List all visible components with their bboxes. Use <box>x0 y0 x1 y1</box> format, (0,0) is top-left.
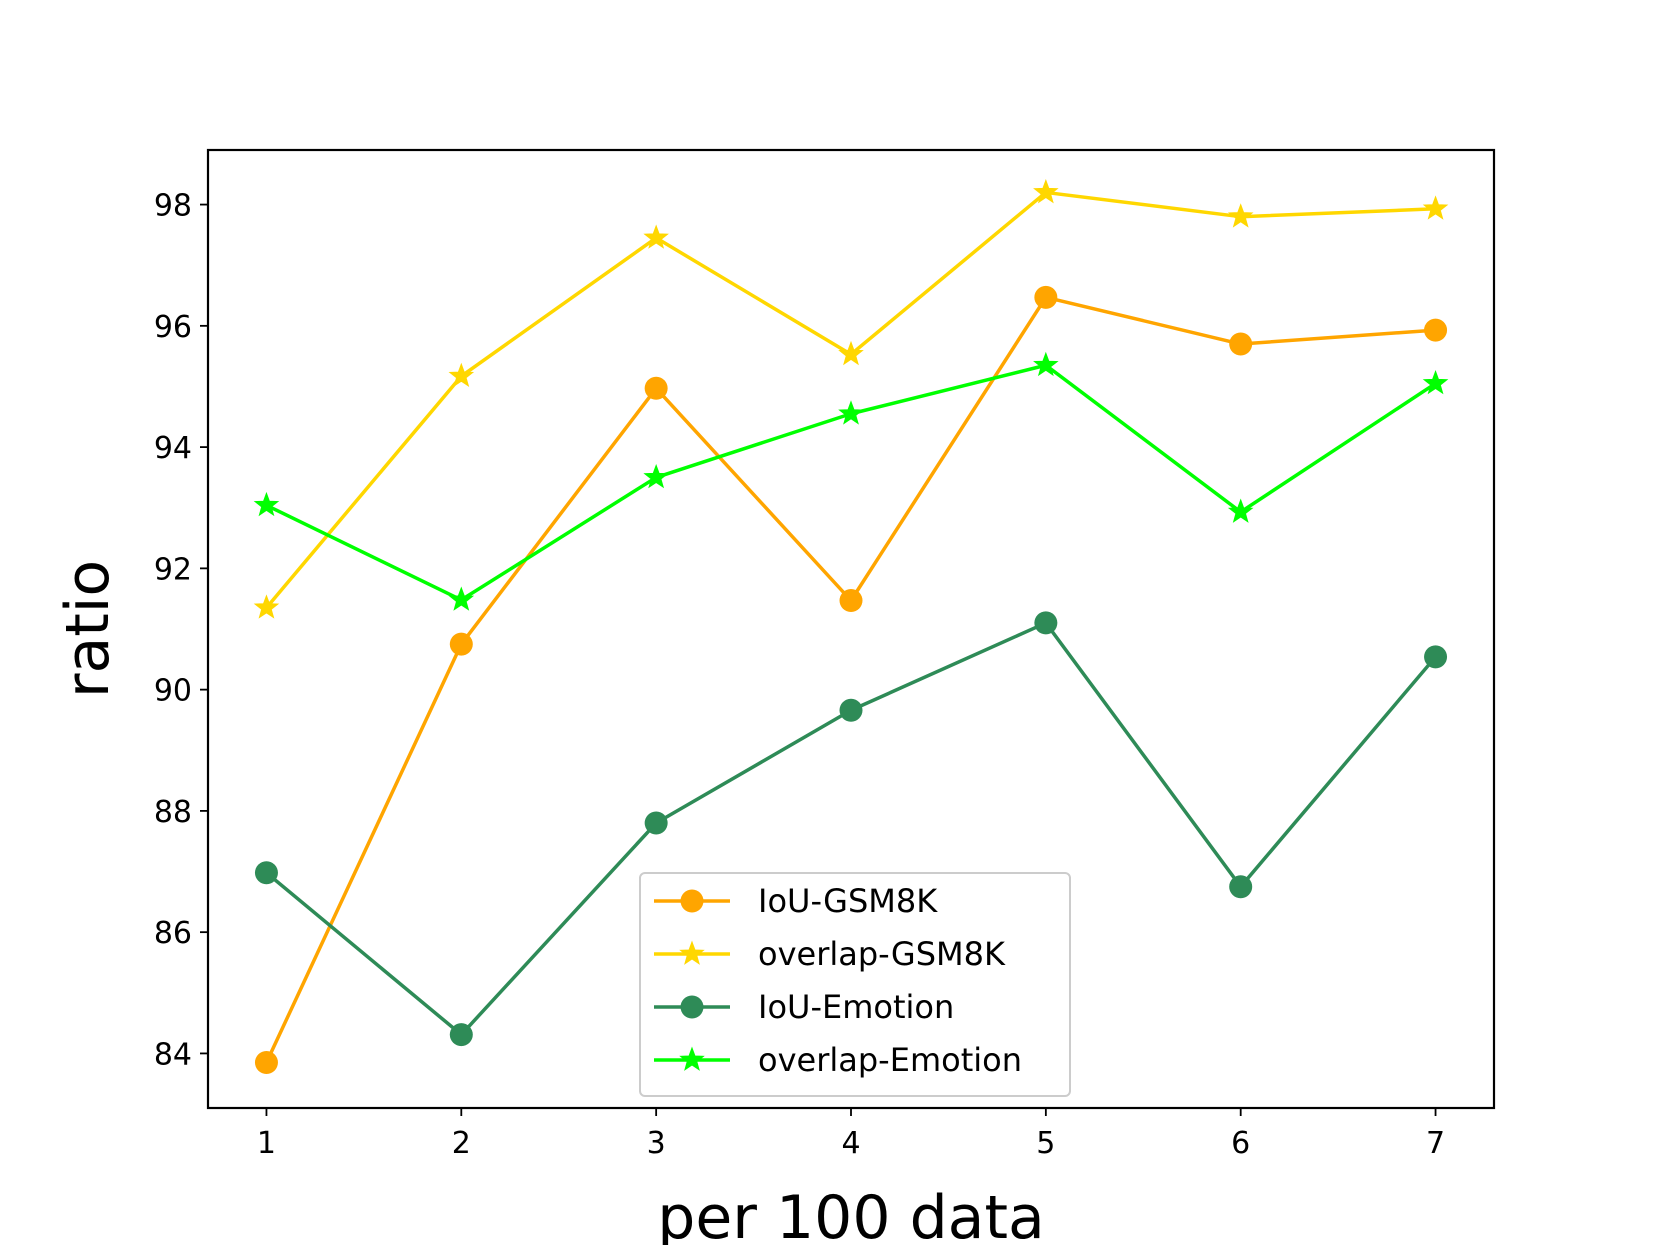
data-point-iou-emotion <box>254 861 278 885</box>
data-point-iou-emotion <box>449 1023 473 1047</box>
x-tick-label: 1 <box>257 1126 276 1161</box>
data-point-iou-emotion <box>839 698 863 722</box>
legend-label: IoU-GSM8K <box>758 882 938 920</box>
data-point-overlap-gsm8k <box>643 224 669 249</box>
data-point-iou-emotion <box>1229 875 1253 899</box>
x-axis-title: per 100 data <box>657 1183 1044 1245</box>
x-tick-label: 7 <box>1426 1126 1445 1161</box>
legend: IoU-GSM8K overlap-GSM8K IoU-Emotion overlap… <box>639 872 1071 1097</box>
data-point-iou-gsm8k <box>1229 332 1253 356</box>
data-point-overlap-gsm8k <box>253 594 280 619</box>
data-point-overlap-gsm8k <box>448 362 475 388</box>
data-point-overlap-emotion <box>838 400 864 425</box>
plot-frame <box>206 148 1496 1110</box>
y-tick-label: 90 <box>154 674 192 709</box>
x-tick-label: 3 <box>647 1126 666 1161</box>
legend-marker <box>680 889 704 913</box>
data-point-iou-emotion <box>1424 645 1448 669</box>
data-point-overlap-gsm8k <box>838 340 864 366</box>
legend-label: overlap-Emotion <box>758 1041 1022 1079</box>
data-point-overlap-emotion <box>448 586 475 611</box>
data-point-overlap-emotion <box>643 463 669 489</box>
data-point-overlap-emotion <box>1422 369 1449 395</box>
y-tick-label: 84 <box>154 1037 192 1072</box>
x-tick-label: 2 <box>452 1126 471 1161</box>
data-point-overlap-emotion <box>253 491 280 517</box>
series-iou-emotion <box>254 611 1448 1047</box>
data-point-iou-gsm8k <box>449 632 473 656</box>
data-point-iou-gsm8k <box>644 376 668 400</box>
data-point-iou-gsm8k <box>839 589 863 613</box>
data-point-iou-gsm8k <box>254 1051 278 1075</box>
y-axis-title: ratio <box>53 560 123 698</box>
series-overlap-gsm8k <box>253 178 1449 619</box>
data-point-overlap-emotion <box>1033 351 1059 377</box>
series-overlap-emotion <box>253 351 1449 611</box>
legend-box <box>639 872 1071 1097</box>
y-tick-label: 88 <box>154 795 192 830</box>
y-tick-label: 94 <box>154 431 192 466</box>
data-point-overlap-gsm8k <box>1033 178 1059 204</box>
data-point-iou-gsm8k <box>1424 318 1448 342</box>
data-point-overlap-gsm8k <box>1422 195 1449 220</box>
y-axis-ticks: 84 86 88 90 92 94 96 98 <box>154 189 208 1072</box>
series-layer <box>253 178 1449 1075</box>
x-tick-label: 4 <box>841 1126 860 1161</box>
y-tick-label: 98 <box>154 189 192 224</box>
data-point-overlap-emotion <box>1227 498 1254 523</box>
y-tick-label: 96 <box>154 310 192 345</box>
y-tick-label: 86 <box>154 916 192 951</box>
data-point-iou-emotion <box>1034 611 1058 635</box>
data-point-iou-emotion <box>644 811 668 835</box>
x-axis-ticks: 1 2 3 4 5 6 7 <box>257 1108 1445 1161</box>
legend-label: IoU-Emotion <box>758 988 954 1026</box>
x-tick-label: 5 <box>1036 1126 1055 1161</box>
data-point-overlap-gsm8k <box>1227 203 1254 228</box>
x-tick-label: 6 <box>1231 1126 1250 1161</box>
y-tick-label: 92 <box>154 552 192 587</box>
series-iou-gsm8k <box>254 285 1448 1075</box>
data-point-iou-gsm8k <box>1034 285 1058 309</box>
legend-marker <box>679 940 705 965</box>
legend-label: overlap-GSM8K <box>758 935 1006 973</box>
legend-marker <box>680 995 704 1019</box>
legend-marker <box>679 1046 705 1071</box>
